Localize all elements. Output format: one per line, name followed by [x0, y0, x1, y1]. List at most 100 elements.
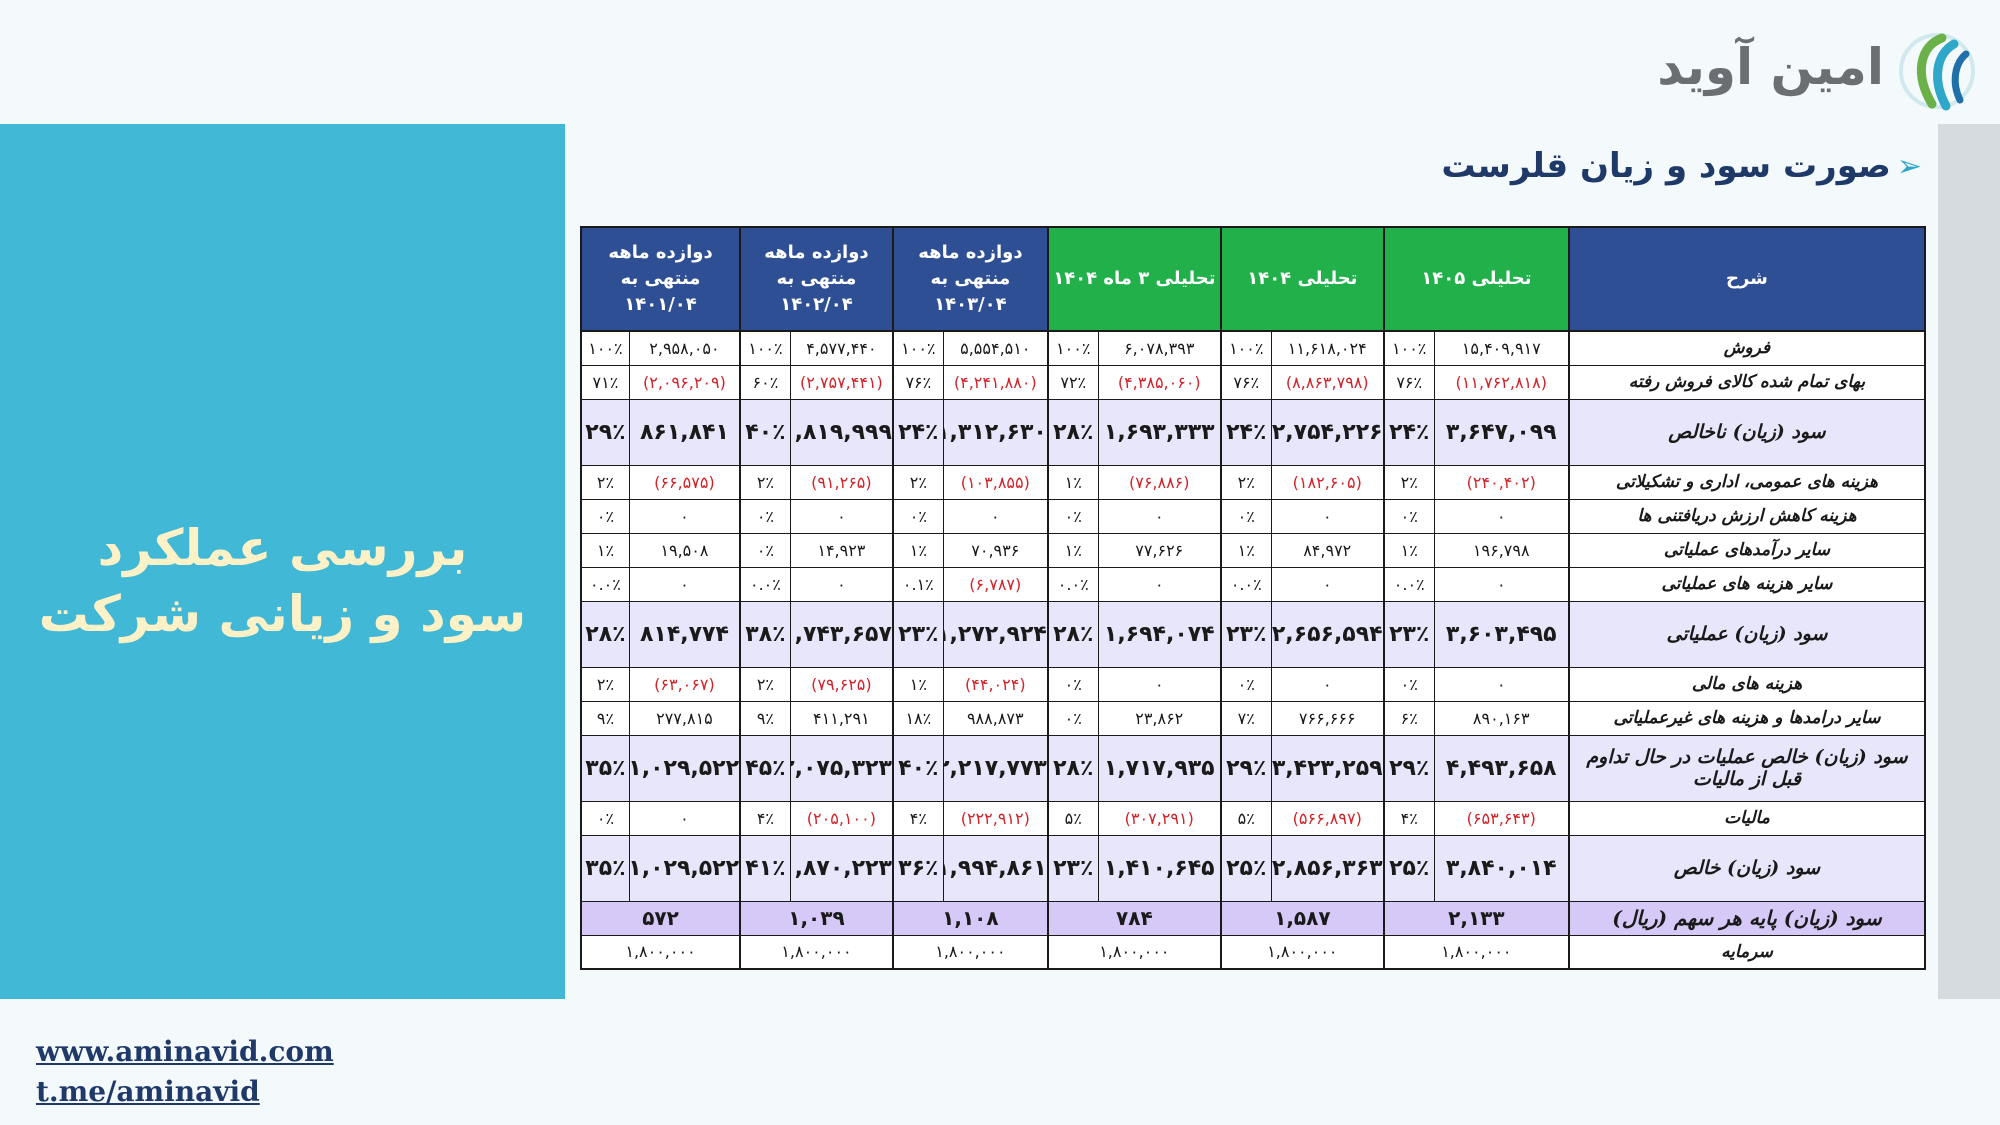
value-cell: ۰ [789, 498, 894, 534]
percent-cell: ۶٪ [1382, 700, 1435, 736]
value-cell: (۷۶,۸۸۶) [1097, 464, 1222, 500]
percent-cell: ۰٪ [1046, 700, 1099, 736]
value-cell: ۷۰,۹۳۶ [942, 532, 1049, 568]
percent-cell: ۲۴٪ [1219, 398, 1272, 466]
value-cell: ۰ [942, 498, 1049, 534]
percent-cell: ۱٪ [891, 532, 944, 568]
percent-cell: ۰.۰٪ [579, 566, 630, 602]
value-cell: (۳۰۷,۲۹۱) [1097, 800, 1222, 836]
percent-cell: ۲٪ [579, 464, 630, 500]
percent-cell: ۰.۱٪ [891, 566, 944, 602]
value-cell: (۴,۲۴۱,۸۸۰) [942, 364, 1049, 400]
table-row: بهای تمام شده کالای فروش رفته (۱۱,۷۶۲,۸۱۸… [579, 364, 1927, 400]
value-cell: ۲۷۷,۸۱۵ [628, 700, 741, 736]
value-cell: ۵۷۲ [579, 900, 741, 936]
row-label: سود (زیان) ناخالص [1567, 398, 1927, 466]
percent-cell: ۱۰۰٪ [739, 330, 791, 366]
percent-cell: ۴۱٪ [739, 834, 791, 902]
percent-cell: ۰٪ [1219, 666, 1272, 702]
percent-cell: ۲۴٪ [1382, 398, 1435, 466]
table-row: سود (زیان) ناخالص ۳,۶۴۷,۰۹۹ ۲۴٪ ۲,۷۵۴,۲۲۶ ۲۴… [579, 398, 1927, 466]
percent-cell: ۷۱٪ [579, 364, 630, 400]
percent-cell: ۰٪ [1046, 498, 1099, 534]
value-cell: ۱,۸۰۰,۰۰۰ [1046, 934, 1222, 970]
arrow-bullet-icon: ➢ [1896, 148, 1922, 184]
value-cell: ۱,۴۱۰,۶۴۵ [1097, 834, 1222, 902]
percent-cell: ۲٪ [1219, 464, 1272, 500]
row-label: سود (زیان) پایه هر سهم (ریال) [1567, 900, 1927, 936]
table-row: سرمایه ۱,۸۰۰,۰۰۰ ۱,۸۰۰,۰۰۰ ۱,۸۰۰,۰۰۰ ۱,۸۰۰,۰… [579, 934, 1927, 970]
percent-cell: ۰٪ [1382, 498, 1435, 534]
value-cell: ۰ [1097, 666, 1222, 702]
value-cell: ۱,۸۰۰,۰۰۰ [1382, 934, 1570, 970]
percent-cell: ۰.۰٪ [1046, 566, 1099, 602]
value-cell: ۰ [1270, 666, 1385, 702]
percent-cell: ۷۶٪ [1219, 364, 1272, 400]
value-cell: ۱,۸۰۰,۰۰۰ [579, 934, 741, 970]
section-title: ➢ صورت سود و زیان قلرست [1441, 146, 1922, 186]
percent-cell: ۴۵٪ [739, 734, 791, 802]
percent-cell: ۲۹٪ [1382, 734, 1435, 802]
header-1403: دوازده ماهه منتهی به ۱۴۰۳/۰۴ [891, 226, 1049, 332]
percent-cell: ۰.۰٪ [739, 566, 791, 602]
percent-cell: ۱۰۰٪ [579, 330, 630, 366]
percent-cell: ۲۹٪ [1219, 734, 1272, 802]
value-cell: ۲,۹۵۸,۰۵۰ [628, 330, 741, 366]
percent-cell: ۹٪ [579, 700, 630, 736]
percent-cell: ۱٪ [891, 666, 944, 702]
value-cell: ۱,۸۰۰,۰۰۰ [891, 934, 1049, 970]
percent-cell: ۱۰۰٪ [1382, 330, 1435, 366]
value-cell: ۱,۰۲۹,۵۲۲ [628, 834, 741, 902]
percent-cell: ۹٪ [739, 700, 791, 736]
row-label: سایر هزینه های عملیاتی [1567, 566, 1927, 602]
logo-text: امین آوید [1657, 38, 1884, 96]
table-body: فروش ۱۵,۴۰۹,۹۱۷ ۱۰۰٪ ۱۱,۶۱۸,۰۲۴ ۱۰۰٪ ۶,۰۷۸,۳۹… [579, 330, 1927, 970]
percent-cell: ۲۹٪ [579, 398, 630, 466]
value-cell: ۳,۶۴۷,۰۹۹ [1433, 398, 1570, 466]
value-cell: (۵۶۶,۸۹۷) [1270, 800, 1385, 836]
percent-cell: ۲٪ [891, 464, 944, 500]
value-cell: ۱,۳۱۲,۶۳۰ [942, 398, 1049, 466]
value-cell: (۲۴۰,۴۰۲) [1433, 464, 1570, 500]
percent-cell: ۱٪ [1219, 532, 1272, 568]
value-cell: ۰ [1433, 566, 1570, 602]
value-cell: ۱,۸۰۰,۰۰۰ [1219, 934, 1385, 970]
table-row: سود (زیان) عملیاتی ۳,۶۰۳,۴۹۵ ۲۳٪ ۲,۶۵۶,۵۹۴ ۲… [579, 600, 1927, 668]
table-row: هزینه کاهش ارزش دریافتنی ها ۰ ۰٪ ۰ ۰٪ ۰ ۰٪ ۰ ۰٪ ۰… [579, 498, 1927, 534]
table-row: سود (زیان) پایه هر سهم (ریال) ۲,۱۳۳ ۱,۵۸۷ ۷… [579, 900, 1927, 936]
row-label: فروش [1567, 330, 1927, 366]
value-cell: ۱,۶۹۳,۳۳۳ [1097, 398, 1222, 466]
row-label: مالیات [1567, 800, 1927, 836]
value-cell: (۷۹,۶۲۵) [789, 666, 894, 702]
header-description: شرح [1567, 226, 1927, 332]
percent-cell: ۵٪ [1219, 800, 1272, 836]
percent-cell: ۴٪ [1382, 800, 1435, 836]
slide-heading: بررسی عملکرد سود و زیانی شرکت [0, 515, 565, 647]
percent-cell: ۲٪ [1382, 464, 1435, 500]
value-cell: ۰ [1433, 666, 1570, 702]
percent-cell: ۰٪ [1382, 666, 1435, 702]
value-cell: ۴,۵۷۷,۴۴۰ [789, 330, 894, 366]
percent-cell: ۱٪ [1046, 532, 1099, 568]
value-cell: ۱۹,۵۰۸ [628, 532, 741, 568]
header-1401: دوازده ماهه منتهی به ۱۴۰۱/۰۴ [579, 226, 742, 332]
percent-cell: ۳۵٪ [579, 834, 630, 902]
percent-cell: ۱۸٪ [891, 700, 944, 736]
telegram-link[interactable]: t.me/aminavid [36, 1075, 260, 1108]
value-cell: ۲,۷۵۴,۲۲۶ [1270, 398, 1385, 466]
value-cell: ۱,۸۷۰,۲۲۳ [789, 834, 894, 902]
value-cell: ۱,۷۱۷,۹۳۵ [1097, 734, 1222, 802]
percent-cell: ۶۰٪ [739, 364, 791, 400]
website-link[interactable]: www.aminavid.com [36, 1035, 334, 1068]
percent-cell: ۴۰٪ [891, 734, 944, 802]
value-cell: ۸۴,۹۷۲ [1270, 532, 1385, 568]
value-cell: ۱۹۶,۷۹۸ [1433, 532, 1570, 568]
row-label: سود (زیان) خالص عملیات در حال تداوم قبل … [1567, 734, 1927, 802]
value-cell: (۱۱,۷۶۲,۸۱۸) [1433, 364, 1570, 400]
income-statement-table: شرح تحلیلی ۱۴۰۵ تحلیلی ۱۴۰۴ تحلیلی ۳ ماه… [579, 226, 1927, 970]
value-cell: ۲,۰۷۵,۳۲۳ [789, 734, 894, 802]
row-label: سایر درآمدهای عملیاتی [1567, 532, 1927, 568]
value-cell: ۱,۶۹۴,۰۷۴ [1097, 600, 1222, 668]
section-title-text: صورت سود و زیان قلرست [1441, 146, 1891, 186]
value-cell: ۴۱۱,۲۹۱ [789, 700, 894, 736]
